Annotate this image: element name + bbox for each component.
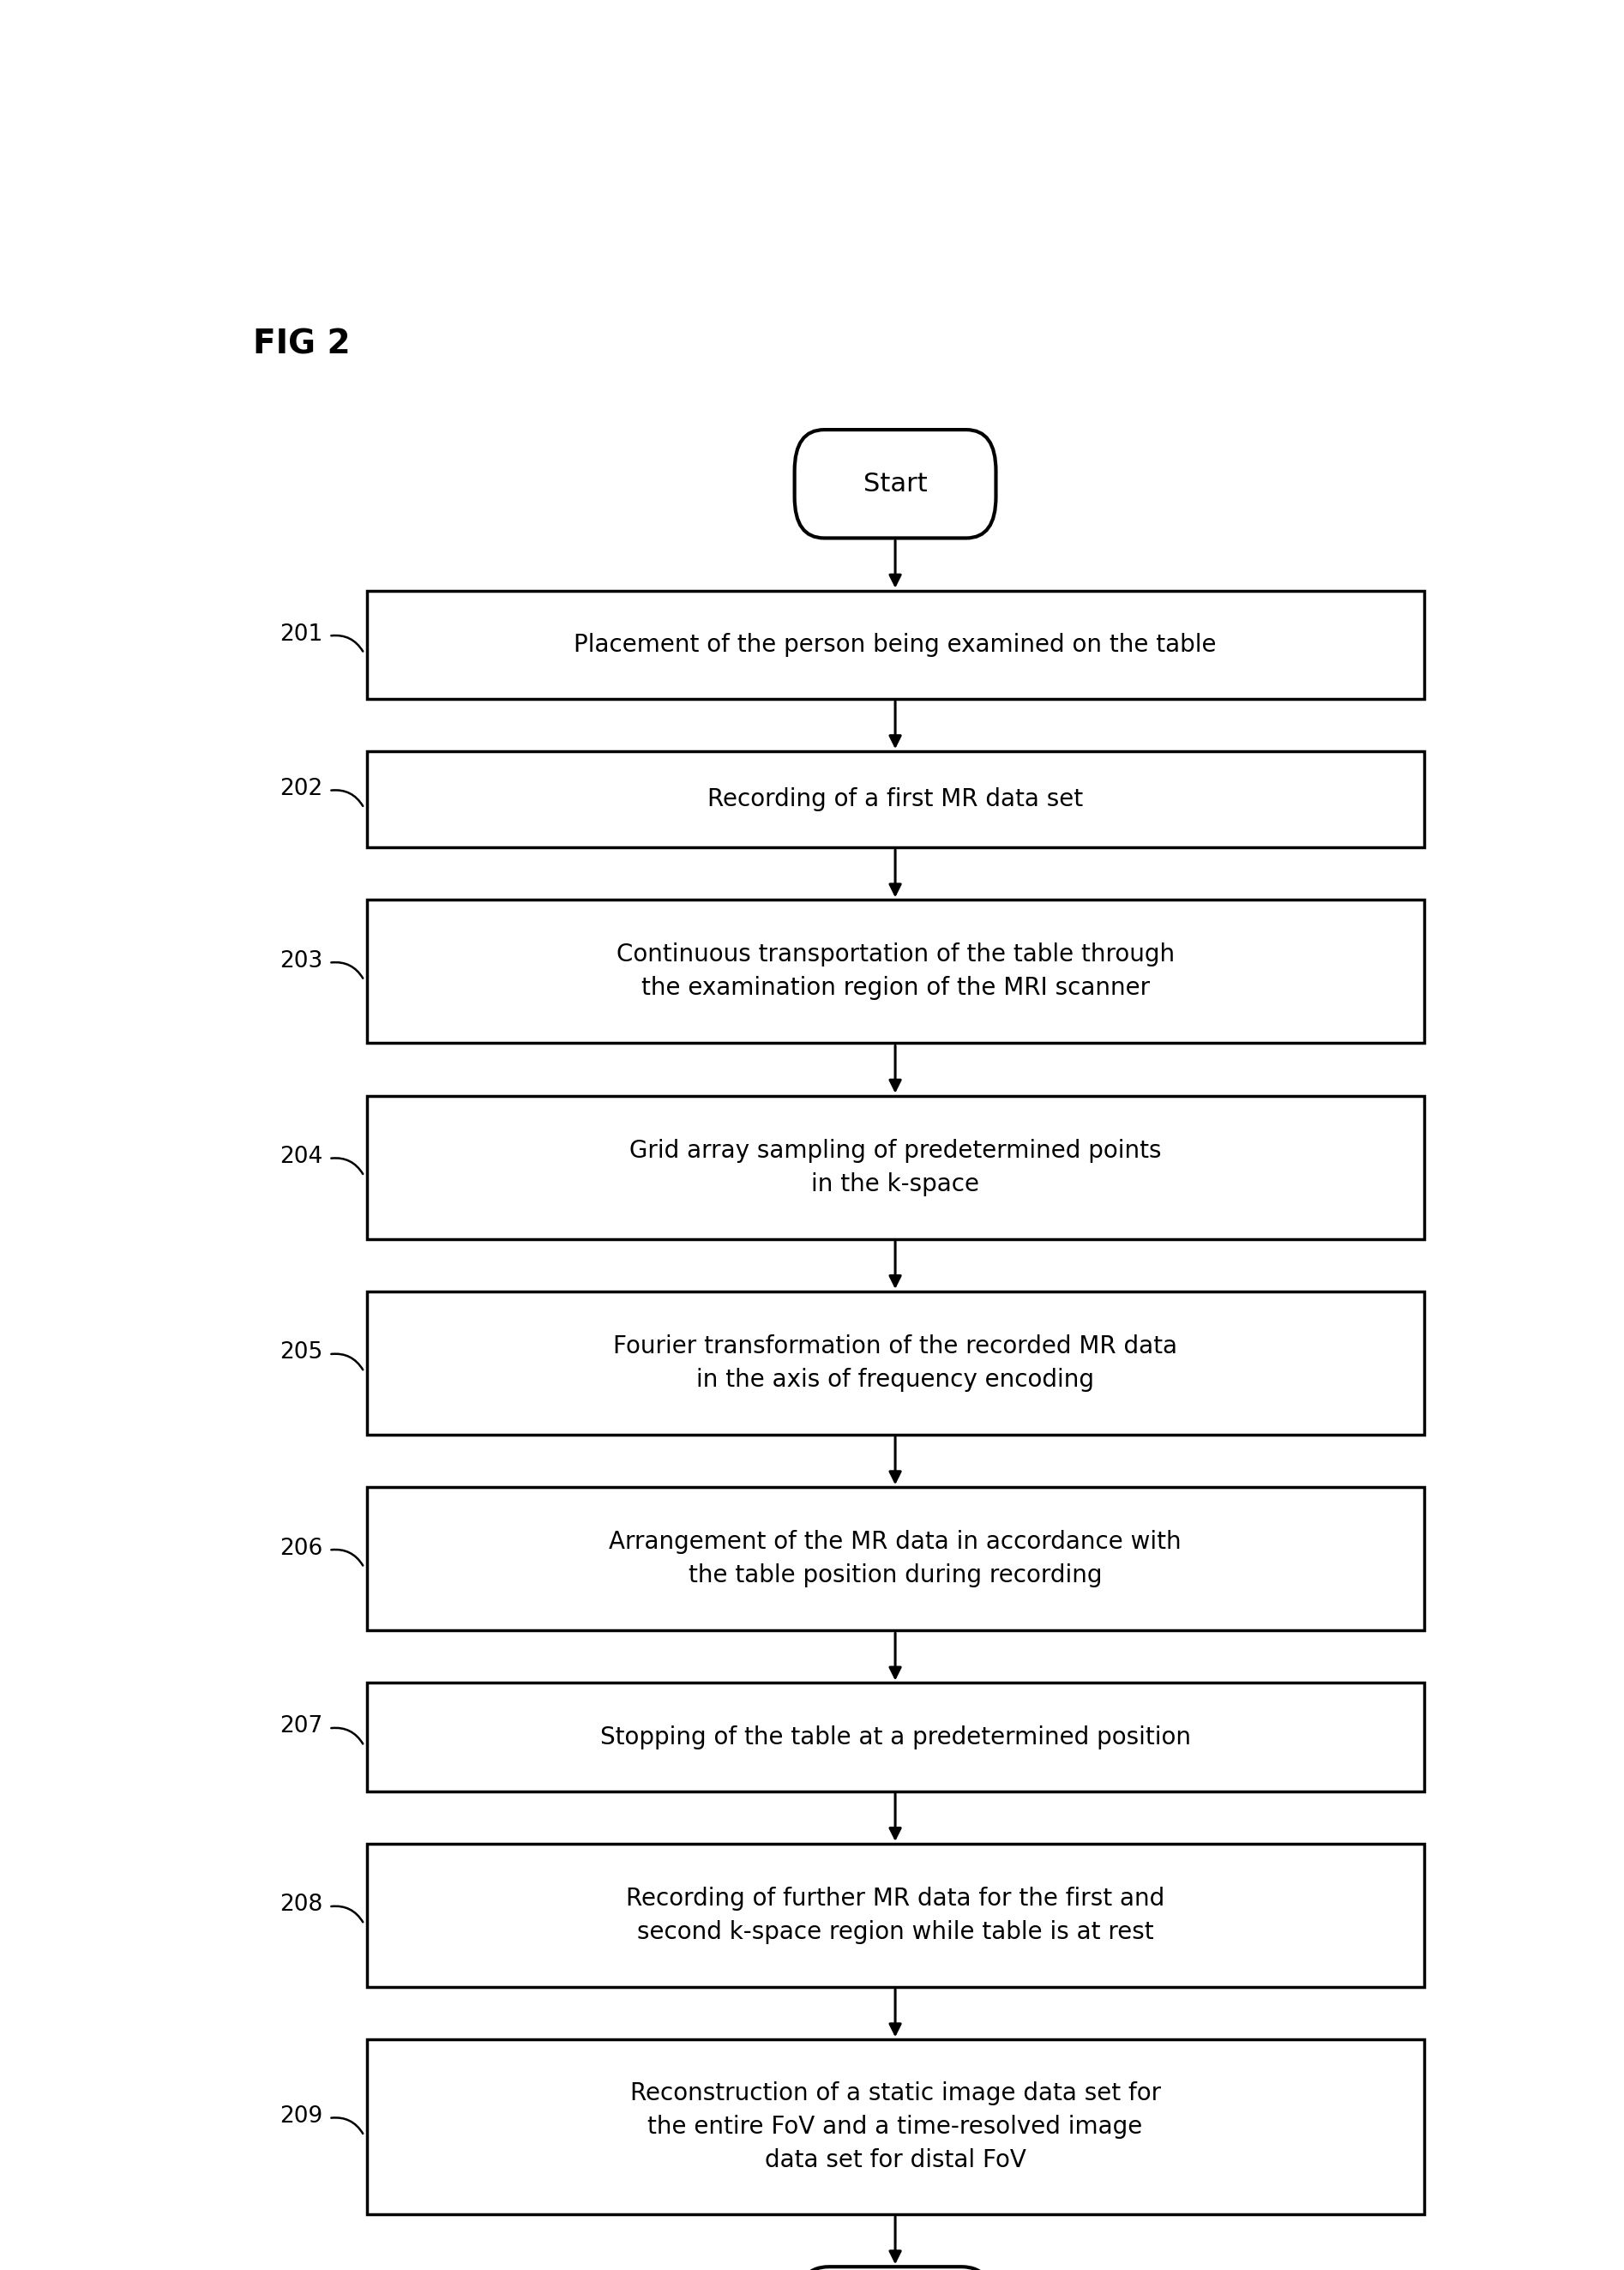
Text: 203: 203 xyxy=(279,949,323,972)
Text: FIG 2: FIG 2 xyxy=(253,329,351,361)
Text: 202: 202 xyxy=(279,779,323,799)
Text: Start: Start xyxy=(864,472,927,497)
Text: 204: 204 xyxy=(279,1146,323,1169)
Text: Placement of the person being examined on the table: Placement of the person being examined o… xyxy=(573,633,1216,656)
Text: 208: 208 xyxy=(279,1893,323,1916)
FancyBboxPatch shape xyxy=(367,2038,1424,2213)
Text: Arrangement of the MR data in accordance with
the table position during recordin: Arrangement of the MR data in accordance… xyxy=(609,1530,1181,1587)
Text: Stopping of the table at a predetermined position: Stopping of the table at a predetermined… xyxy=(599,1725,1190,1750)
FancyBboxPatch shape xyxy=(367,1487,1424,1630)
Text: 209: 209 xyxy=(279,2104,323,2127)
FancyBboxPatch shape xyxy=(367,1292,1424,1435)
FancyBboxPatch shape xyxy=(794,2268,996,2270)
Text: 206: 206 xyxy=(279,1537,323,1559)
FancyBboxPatch shape xyxy=(367,1096,1424,1239)
FancyBboxPatch shape xyxy=(794,429,996,538)
FancyBboxPatch shape xyxy=(367,751,1424,847)
FancyBboxPatch shape xyxy=(367,590,1424,699)
Text: 205: 205 xyxy=(279,1342,323,1364)
Text: Continuous transportation of the table through
the examination region of the MRI: Continuous transportation of the table t… xyxy=(615,942,1174,1001)
FancyBboxPatch shape xyxy=(367,899,1424,1044)
Text: Recording of a first MR data set: Recording of a first MR data set xyxy=(708,788,1083,810)
FancyBboxPatch shape xyxy=(367,1682,1424,1791)
Text: 201: 201 xyxy=(279,622,323,645)
Text: Fourier transformation of the recorded MR data
in the axis of frequency encoding: Fourier transformation of the recorded M… xyxy=(614,1335,1177,1392)
FancyBboxPatch shape xyxy=(367,1843,1424,1986)
Text: Grid array sampling of predetermined points
in the k-space: Grid array sampling of predetermined poi… xyxy=(628,1140,1161,1196)
Text: Recording of further MR data for the first and
second k-space region while table: Recording of further MR data for the fir… xyxy=(625,1886,1164,1943)
Text: 207: 207 xyxy=(279,1716,323,1739)
Text: Reconstruction of a static image data set for
the entire FoV and a time-resolved: Reconstruction of a static image data se… xyxy=(630,2082,1161,2172)
